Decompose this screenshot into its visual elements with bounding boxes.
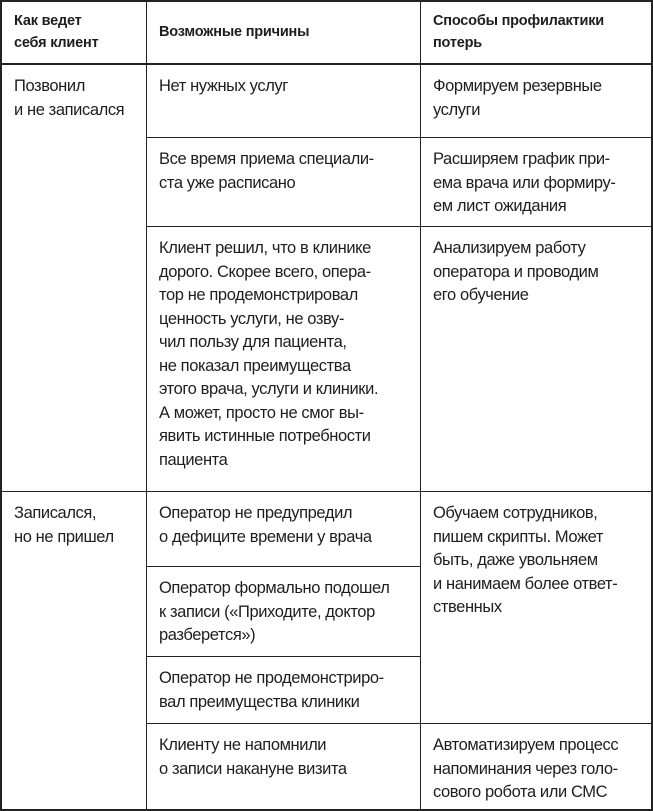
cause-cell: Клиент решил, что в клинике дорого. Скор…	[147, 227, 421, 492]
prevention-cell: Обучаем сотрудников, пишем скрипты. Може…	[421, 492, 653, 724]
cause-cell: Клиенту не напомнили о записи накануне в…	[147, 724, 421, 811]
header-causes: Возможные причины	[147, 2, 421, 65]
cause-cell: Оператор формально подошел к записи («Пр…	[147, 567, 421, 657]
cause-cell: Все время приема специали- ста уже распи…	[147, 138, 421, 227]
behavior-cell: Записался, но не пришел	[2, 492, 147, 811]
prevention-cell: Анализируем работу оператора и проводим …	[421, 227, 653, 492]
prevention-cell: Расширяем график при- ема врача или форм…	[421, 138, 653, 227]
behavior-cell: Позвонил и не записался	[2, 65, 147, 492]
header-prevention: Способы профилактики потерь	[421, 2, 653, 65]
prevention-cell: Автоматизируем процесс напоминания через…	[433, 736, 619, 801]
header-behavior: Как ведет себя клиент	[2, 2, 147, 65]
cause-cell: Нет нужных услуг	[147, 65, 421, 138]
cause-cell: Оператор не предупредил о дефиците време…	[147, 492, 421, 567]
cause-cell: Оператор не продемонстриро- вал преимуще…	[147, 657, 421, 724]
prevention-cell: Формируем резервные услуги	[421, 65, 653, 138]
